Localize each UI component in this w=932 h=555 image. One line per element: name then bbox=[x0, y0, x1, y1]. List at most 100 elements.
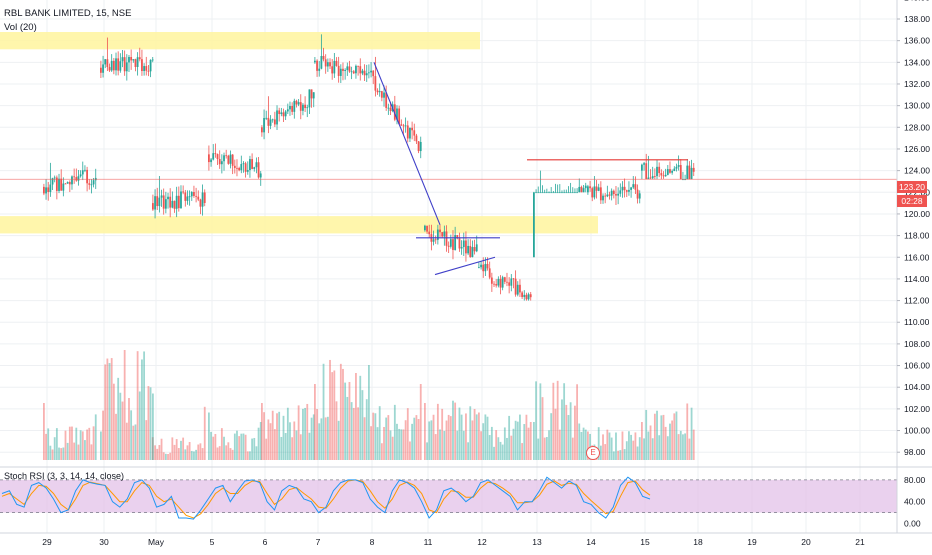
candle-down bbox=[406, 125, 409, 139]
support-zone-upper bbox=[0, 31, 480, 50]
y-tick-label: 118.00 bbox=[904, 231, 930, 241]
candle-down bbox=[75, 177, 78, 181]
y-tick-label: 100.00 bbox=[904, 426, 930, 436]
volume-bar bbox=[441, 408, 444, 460]
volume-bar bbox=[47, 428, 50, 460]
volume-bar bbox=[467, 442, 469, 460]
volume-bar bbox=[128, 398, 130, 460]
volume-bar bbox=[469, 406, 472, 460]
volume-bar bbox=[278, 411, 281, 460]
y-tick-label: 116.00 bbox=[904, 252, 930, 262]
volume-bar bbox=[552, 382, 555, 460]
candle-up bbox=[471, 247, 474, 258]
volume-bar bbox=[151, 437, 154, 460]
volume-bar bbox=[302, 408, 304, 460]
support-zones bbox=[0, 31, 598, 234]
candle-down bbox=[385, 92, 388, 108]
candle-down bbox=[134, 59, 137, 67]
volume-bar bbox=[162, 452, 165, 460]
volume-bar bbox=[322, 363, 325, 460]
volume-bar bbox=[480, 431, 482, 460]
candle-down bbox=[55, 177, 58, 191]
candle-up bbox=[552, 192, 555, 194]
candle-up bbox=[259, 173, 262, 178]
x-tick-label: 29 bbox=[42, 537, 52, 547]
volume-bar bbox=[656, 410, 658, 460]
candle-down bbox=[195, 195, 197, 197]
stoch-rsi-pane bbox=[0, 466, 932, 520]
candle-up bbox=[132, 59, 135, 61]
volume-bar bbox=[79, 430, 82, 460]
volume-bar bbox=[203, 406, 206, 460]
candle-down bbox=[456, 235, 459, 239]
volume-bar bbox=[569, 402, 572, 460]
grid bbox=[0, 0, 897, 533]
drawings[interactable] bbox=[373, 62, 688, 276]
candle-up bbox=[396, 108, 398, 120]
volume-bar bbox=[352, 407, 355, 460]
candle-down bbox=[184, 192, 187, 201]
volume-bar bbox=[617, 450, 620, 460]
candle-up bbox=[104, 59, 107, 65]
triangle-lower-line bbox=[434, 256, 496, 276]
candle-down bbox=[261, 127, 263, 133]
volume-bar bbox=[227, 442, 230, 460]
candle-down bbox=[400, 124, 403, 126]
volume-bar bbox=[396, 423, 398, 460]
candle-up bbox=[79, 174, 82, 177]
volume-bar bbox=[675, 411, 678, 460]
downtrend-line bbox=[373, 62, 441, 225]
volume-bar bbox=[312, 414, 315, 460]
candle-up bbox=[149, 59, 152, 72]
y-tick-label: 134.00 bbox=[904, 57, 930, 67]
candle-up bbox=[102, 64, 104, 73]
volume-bar bbox=[253, 437, 256, 460]
volume-bar bbox=[233, 433, 236, 460]
volume-bar bbox=[582, 427, 585, 460]
stoch-band bbox=[0, 479, 897, 513]
candle-up bbox=[361, 70, 364, 74]
candle-down bbox=[267, 117, 270, 126]
earnings-marker[interactable]: E bbox=[586, 446, 600, 460]
candle-down bbox=[208, 154, 210, 163]
candle-up bbox=[641, 164, 643, 171]
volume-bar bbox=[447, 414, 450, 460]
volume-bar bbox=[361, 390, 364, 460]
candle-down bbox=[291, 105, 294, 112]
candle-down bbox=[227, 155, 230, 164]
x-tick-label: 21 bbox=[855, 537, 865, 547]
candle-up bbox=[249, 159, 251, 171]
volume-bar bbox=[346, 396, 349, 460]
candle-up bbox=[242, 163, 245, 165]
candle-down bbox=[608, 194, 611, 196]
volume-bar bbox=[499, 441, 502, 460]
candle-down bbox=[445, 231, 448, 246]
candle-up bbox=[404, 125, 407, 127]
candle-down bbox=[169, 196, 172, 208]
candle-down bbox=[352, 71, 355, 74]
candle-up bbox=[424, 225, 426, 231]
volume-bar bbox=[299, 434, 302, 460]
candle-up bbox=[533, 192, 535, 258]
candle-up bbox=[409, 127, 411, 139]
candle-down bbox=[486, 263, 489, 269]
candle-up bbox=[556, 192, 559, 194]
volume-bar bbox=[653, 413, 656, 460]
candle-up bbox=[160, 195, 163, 198]
x-tick-label: 30 bbox=[99, 537, 109, 547]
y-tick-label: 130.00 bbox=[904, 101, 930, 111]
candle-up bbox=[543, 192, 546, 194]
candle-up bbox=[571, 192, 574, 194]
candle-down bbox=[162, 195, 165, 209]
volume-bar bbox=[636, 446, 639, 460]
y-tick-label: 136.00 bbox=[904, 36, 930, 46]
candle-down bbox=[108, 67, 111, 71]
volume-bar bbox=[673, 413, 676, 460]
x-tick-label: 5 bbox=[210, 537, 215, 547]
volume-bar bbox=[666, 436, 669, 460]
volume-bar bbox=[158, 445, 161, 460]
candle-down bbox=[152, 203, 154, 210]
x-tick-label: 6 bbox=[263, 537, 268, 547]
candle-down bbox=[458, 238, 461, 249]
